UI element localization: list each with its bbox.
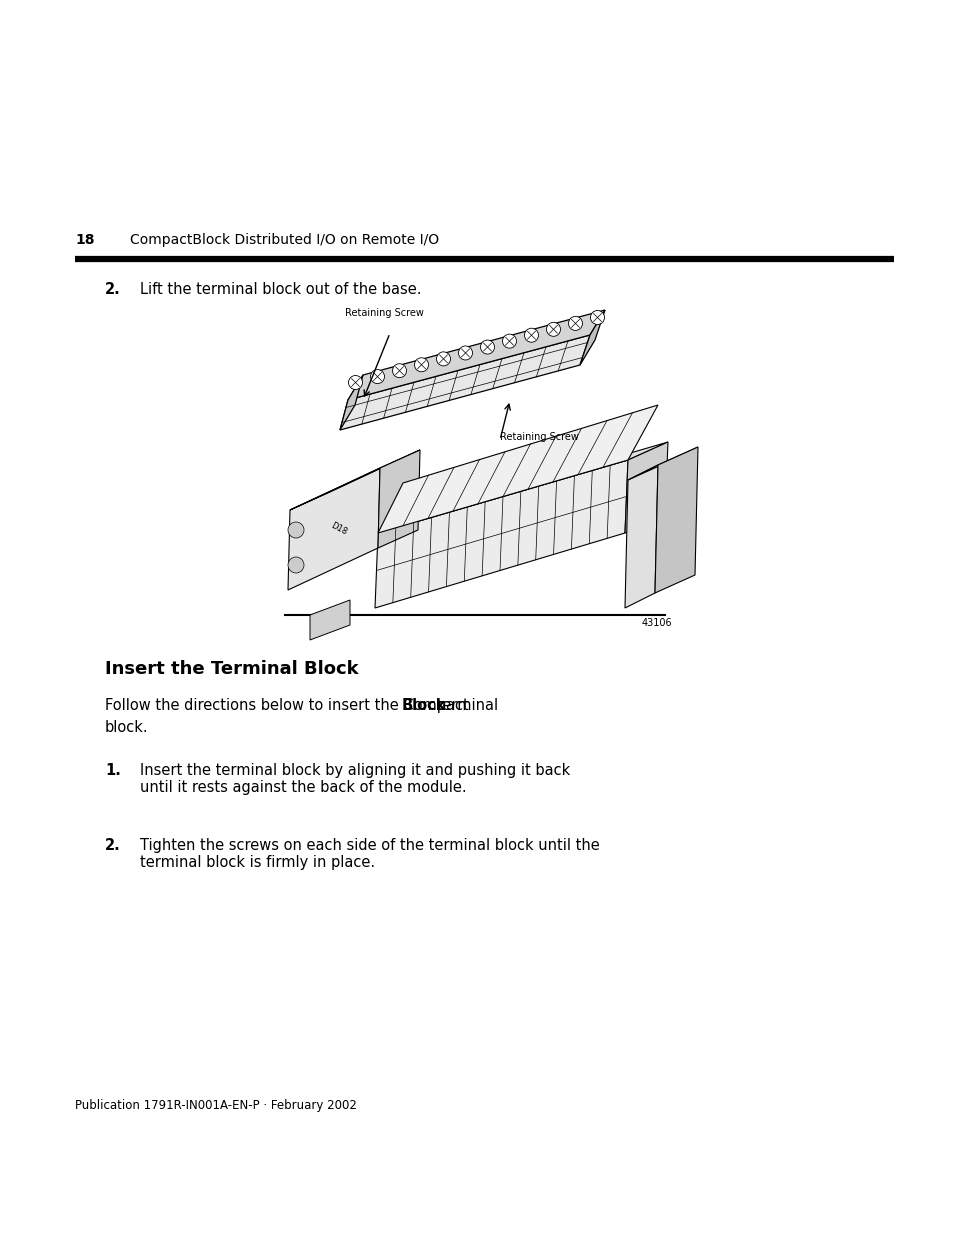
Text: CompactBlock Distributed I/O on Remote I/O: CompactBlock Distributed I/O on Remote I… — [130, 233, 438, 247]
Text: Tighten the screws on each side of the terminal block until the
terminal block i: Tighten the screws on each side of the t… — [140, 839, 599, 871]
Text: D18: D18 — [329, 521, 348, 537]
Text: Block: Block — [401, 698, 446, 713]
Text: 43106: 43106 — [641, 618, 672, 629]
Circle shape — [546, 322, 560, 336]
Polygon shape — [288, 468, 379, 590]
Polygon shape — [627, 447, 698, 480]
Circle shape — [524, 329, 537, 342]
Text: Insert the terminal block by aligning it and pushing it back
until it rests agai: Insert the terminal block by aligning it… — [140, 763, 570, 795]
Polygon shape — [339, 375, 363, 430]
Circle shape — [480, 340, 494, 354]
Text: Publication 1791R-IN001A-EN-P · February 2002: Publication 1791R-IN001A-EN-P · February… — [75, 1099, 356, 1113]
Circle shape — [348, 375, 362, 389]
Text: Retaining Screw: Retaining Screw — [345, 308, 423, 317]
Polygon shape — [310, 600, 350, 640]
Polygon shape — [624, 466, 658, 608]
Text: 2.: 2. — [105, 282, 121, 296]
Circle shape — [590, 310, 604, 325]
Text: Lift the terminal block out of the base.: Lift the terminal block out of the base. — [140, 282, 421, 296]
Circle shape — [436, 352, 450, 366]
Circle shape — [414, 358, 428, 372]
Polygon shape — [377, 450, 419, 548]
Text: 1.: 1. — [105, 763, 121, 778]
Polygon shape — [290, 450, 419, 510]
Polygon shape — [339, 335, 589, 430]
Circle shape — [392, 363, 406, 378]
Circle shape — [288, 522, 304, 538]
Circle shape — [370, 369, 384, 384]
Circle shape — [458, 346, 472, 359]
Text: 18: 18 — [75, 233, 94, 247]
Polygon shape — [579, 310, 604, 366]
Text: 2.: 2. — [105, 839, 121, 853]
Text: Follow the directions below to insert the Compact: Follow the directions below to insert th… — [105, 698, 468, 713]
Circle shape — [288, 557, 304, 573]
Circle shape — [568, 316, 582, 331]
Polygon shape — [375, 459, 627, 608]
Text: Insert the Terminal Block: Insert the Terminal Block — [105, 659, 358, 678]
Polygon shape — [348, 310, 604, 400]
Text: Retaining Screw: Retaining Screw — [499, 432, 578, 442]
Polygon shape — [655, 447, 698, 593]
Text: block.: block. — [105, 720, 149, 735]
Circle shape — [502, 335, 516, 348]
Polygon shape — [377, 405, 658, 534]
Polygon shape — [377, 442, 667, 534]
Text: terminal: terminal — [432, 698, 497, 713]
Polygon shape — [624, 442, 667, 534]
